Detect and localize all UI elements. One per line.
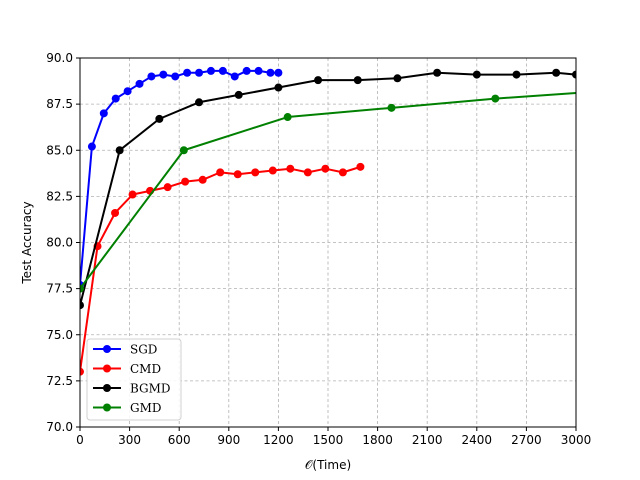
y-tick-label: 75.0	[46, 328, 73, 342]
data-point-sgd	[135, 79, 144, 88]
series-line-gmd	[80, 92, 576, 290]
legend-entry-bgmd: BGMD	[93, 382, 171, 396]
data-point-sgd	[183, 68, 192, 77]
data-point-cmd	[163, 183, 172, 192]
y-tick-label: 87.5	[46, 97, 73, 111]
legend: SGD CMD BGMD GMD	[86, 338, 182, 421]
data-point-sgd	[171, 72, 180, 81]
series-line-bgmd	[80, 71, 576, 306]
series-cmd	[80, 162, 365, 376]
data-point-cmd	[268, 166, 277, 175]
data-point-sgd	[123, 87, 132, 96]
x-tick-label: 1500	[313, 433, 344, 447]
legend-entry-cmd: CMD	[93, 362, 161, 376]
data-point-bgmd	[393, 74, 402, 83]
series-sgd	[80, 66, 283, 289]
data-point-sgd	[87, 142, 96, 151]
data-point-sgd	[195, 68, 204, 77]
data-point-bgmd	[353, 76, 362, 85]
data-point-cmd	[111, 208, 120, 217]
data-point-bgmd	[552, 68, 561, 77]
y-axis-label: Test Accuracy	[20, 201, 34, 284]
data-point-cmd	[286, 164, 295, 173]
data-point-bgmd	[274, 83, 283, 92]
data-point-gmd	[491, 94, 500, 103]
x-tick-label: 2700	[511, 433, 542, 447]
data-point-bgmd	[433, 68, 442, 77]
legend-box	[86, 338, 182, 421]
data-point-sgd	[242, 66, 251, 75]
data-point-bgmd	[155, 114, 164, 123]
legend-entry-sgd: SGD	[93, 343, 157, 357]
data-point-cmd	[356, 162, 365, 171]
data-point-cmd	[216, 168, 225, 177]
data-point-bgmd	[314, 76, 323, 85]
data-point-sgd	[147, 72, 156, 81]
data-point-sgd	[266, 68, 275, 77]
data-point-gmd	[283, 113, 292, 122]
ticks: 0 300 600 900 1200 1500 1800 2100 2400 2700 3000 70…	[46, 51, 591, 447]
y-tick-label: 70.0	[46, 420, 73, 434]
data-point-sgd	[159, 70, 168, 79]
data-point-bgmd	[80, 301, 84, 310]
x-tick-label: 2400	[462, 433, 493, 447]
data-point-bgmd	[472, 70, 481, 79]
data-point-bgmd	[572, 70, 576, 79]
y-tick-label: 72.5	[46, 374, 73, 388]
legend-label: CMD	[130, 362, 161, 376]
x-tick-label: 2100	[412, 433, 443, 447]
data-point-cmd	[233, 170, 242, 179]
series-gmd	[80, 92, 576, 293]
data-point-bgmd	[512, 70, 521, 79]
data-point-bgmd	[234, 90, 243, 99]
legend-label: SGD	[130, 343, 157, 357]
y-tick-label: 80.0	[46, 236, 73, 250]
y-tick-label: 85.0	[46, 143, 73, 157]
data-point-cmd	[128, 190, 137, 199]
series-layer	[80, 66, 576, 376]
data-point-sgd	[254, 66, 263, 75]
y-tick-label: 90.0	[46, 51, 73, 65]
data-point-sgd	[206, 66, 215, 75]
legend-swatch-marker	[103, 384, 111, 392]
data-point-cmd	[198, 175, 207, 184]
data-point-sgd	[274, 68, 283, 77]
legend-entry-gmd: GMD	[93, 401, 162, 415]
x-tick-label: 300	[118, 433, 141, 447]
data-point-bgmd	[195, 98, 204, 107]
data-point-gmd	[387, 103, 396, 112]
data-point-sgd	[218, 66, 227, 75]
legend-label: GMD	[130, 401, 162, 415]
legend-label: BGMD	[130, 382, 171, 396]
data-point-sgd	[230, 72, 239, 81]
legend-swatch-marker	[103, 345, 111, 353]
legend-swatch-marker	[103, 364, 111, 373]
data-point-gmd	[80, 284, 84, 293]
data-point-cmd	[181, 177, 190, 186]
y-tick-label: 77.5	[46, 282, 73, 296]
x-tick-label: 1800	[362, 433, 393, 447]
x-axis-label: 𝒪(Time)	[305, 458, 351, 472]
data-point-cmd	[338, 168, 347, 177]
series-bgmd	[80, 68, 576, 310]
data-point-cmd	[321, 164, 330, 173]
data-point-gmd	[179, 146, 188, 155]
data-point-sgd	[111, 94, 120, 103]
y-tick-label: 82.5	[46, 189, 73, 203]
x-tick-label: 900	[217, 433, 240, 447]
x-tick-label: 3000	[561, 433, 592, 447]
data-point-cmd	[303, 168, 312, 177]
data-point-sgd	[99, 109, 108, 118]
data-point-bgmd	[115, 146, 124, 155]
x-tick-label: 600	[168, 433, 191, 447]
x-tick-label: 0	[76, 433, 84, 447]
legend-swatch-marker	[103, 403, 111, 412]
data-point-cmd	[251, 168, 260, 177]
x-tick-label: 1200	[263, 433, 294, 447]
data-point-cmd	[80, 367, 84, 376]
